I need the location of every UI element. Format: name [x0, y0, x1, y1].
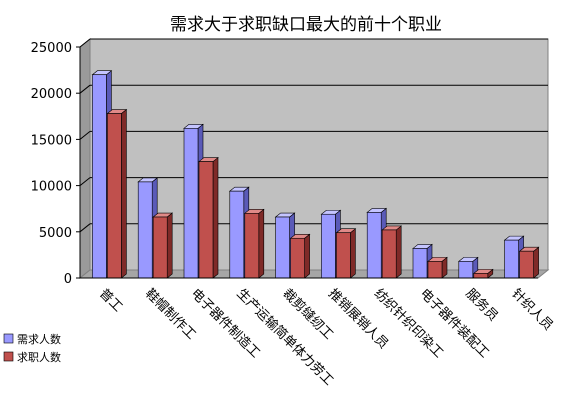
bar-front — [198, 161, 214, 279]
bar-front — [519, 250, 534, 279]
x-tick-label: 服务员 — [462, 286, 501, 325]
bar-side — [258, 208, 265, 279]
bar-front — [92, 74, 107, 279]
bar-front — [183, 128, 199, 279]
x-tick-label: 针织人员 — [508, 286, 555, 333]
bars — [91, 70, 540, 279]
bar-applicants — [472, 268, 494, 279]
x-axis: 普工 鞋帽制作工电子器件制造工生产运输简单体力劳工裁剪缝纫工推销展销人员纺织针织印… — [80, 277, 556, 389]
legend-swatch — [3, 333, 14, 344]
bar-side — [166, 212, 173, 279]
plot-side-wall — [79, 37, 91, 280]
bar-front — [275, 216, 290, 279]
legend-swatch — [3, 351, 14, 362]
bar-applicants — [381, 225, 403, 279]
bar-side — [212, 156, 219, 279]
chart-title: 需求大于求职缺口最大的前十个职业 — [170, 15, 442, 35]
bar-front — [229, 190, 245, 279]
legend-label: 求职人数 — [17, 351, 61, 364]
bar-side — [533, 246, 539, 279]
bar-front — [244, 213, 260, 279]
gridline-side — [79, 223, 91, 233]
y-tick-label: 10000 — [31, 180, 72, 195]
bar-applicants — [335, 228, 357, 279]
bar-front — [504, 239, 519, 279]
bar-front — [366, 212, 382, 279]
legend-label: 需求人数 — [17, 333, 61, 346]
y-tick-label: 25000 — [31, 41, 72, 56]
gridline-side — [79, 84, 91, 94]
gridline-side — [79, 177, 91, 186]
bar-applicants — [106, 108, 128, 279]
bar-side — [304, 233, 310, 279]
bar-applicants — [518, 246, 540, 279]
y-tick-label: 20000 — [31, 87, 72, 102]
bar-applicants — [243, 208, 265, 279]
bar-side — [350, 228, 356, 279]
y-axis: 0 5000 10000 15000 20000 25000 — [31, 41, 81, 287]
gridline-side — [79, 38, 91, 48]
gridline-side — [79, 131, 91, 140]
bar-front — [321, 213, 336, 279]
bar-side — [121, 108, 127, 279]
bar-front — [381, 229, 397, 279]
y-tick-label: 5000 — [39, 226, 72, 241]
bar-front — [412, 248, 428, 279]
bar-applicants — [152, 212, 174, 279]
y-tick-label: 0 — [64, 272, 72, 287]
bar-applicants — [289, 233, 311, 279]
gridlines — [79, 38, 548, 233]
bar-side — [395, 225, 402, 279]
bar-applicants — [427, 256, 448, 279]
bar-front — [458, 261, 474, 279]
bar-front — [137, 181, 153, 279]
bar-applicants — [198, 156, 219, 279]
bar-front — [427, 261, 443, 279]
bar-front — [473, 273, 489, 279]
x-tick-label: 普工 — [96, 286, 125, 315]
bar-front — [336, 232, 351, 279]
y-tick-label: 15000 — [31, 133, 72, 148]
bar-front — [152, 216, 168, 279]
bar-front — [107, 113, 122, 279]
bar-front — [290, 237, 305, 279]
